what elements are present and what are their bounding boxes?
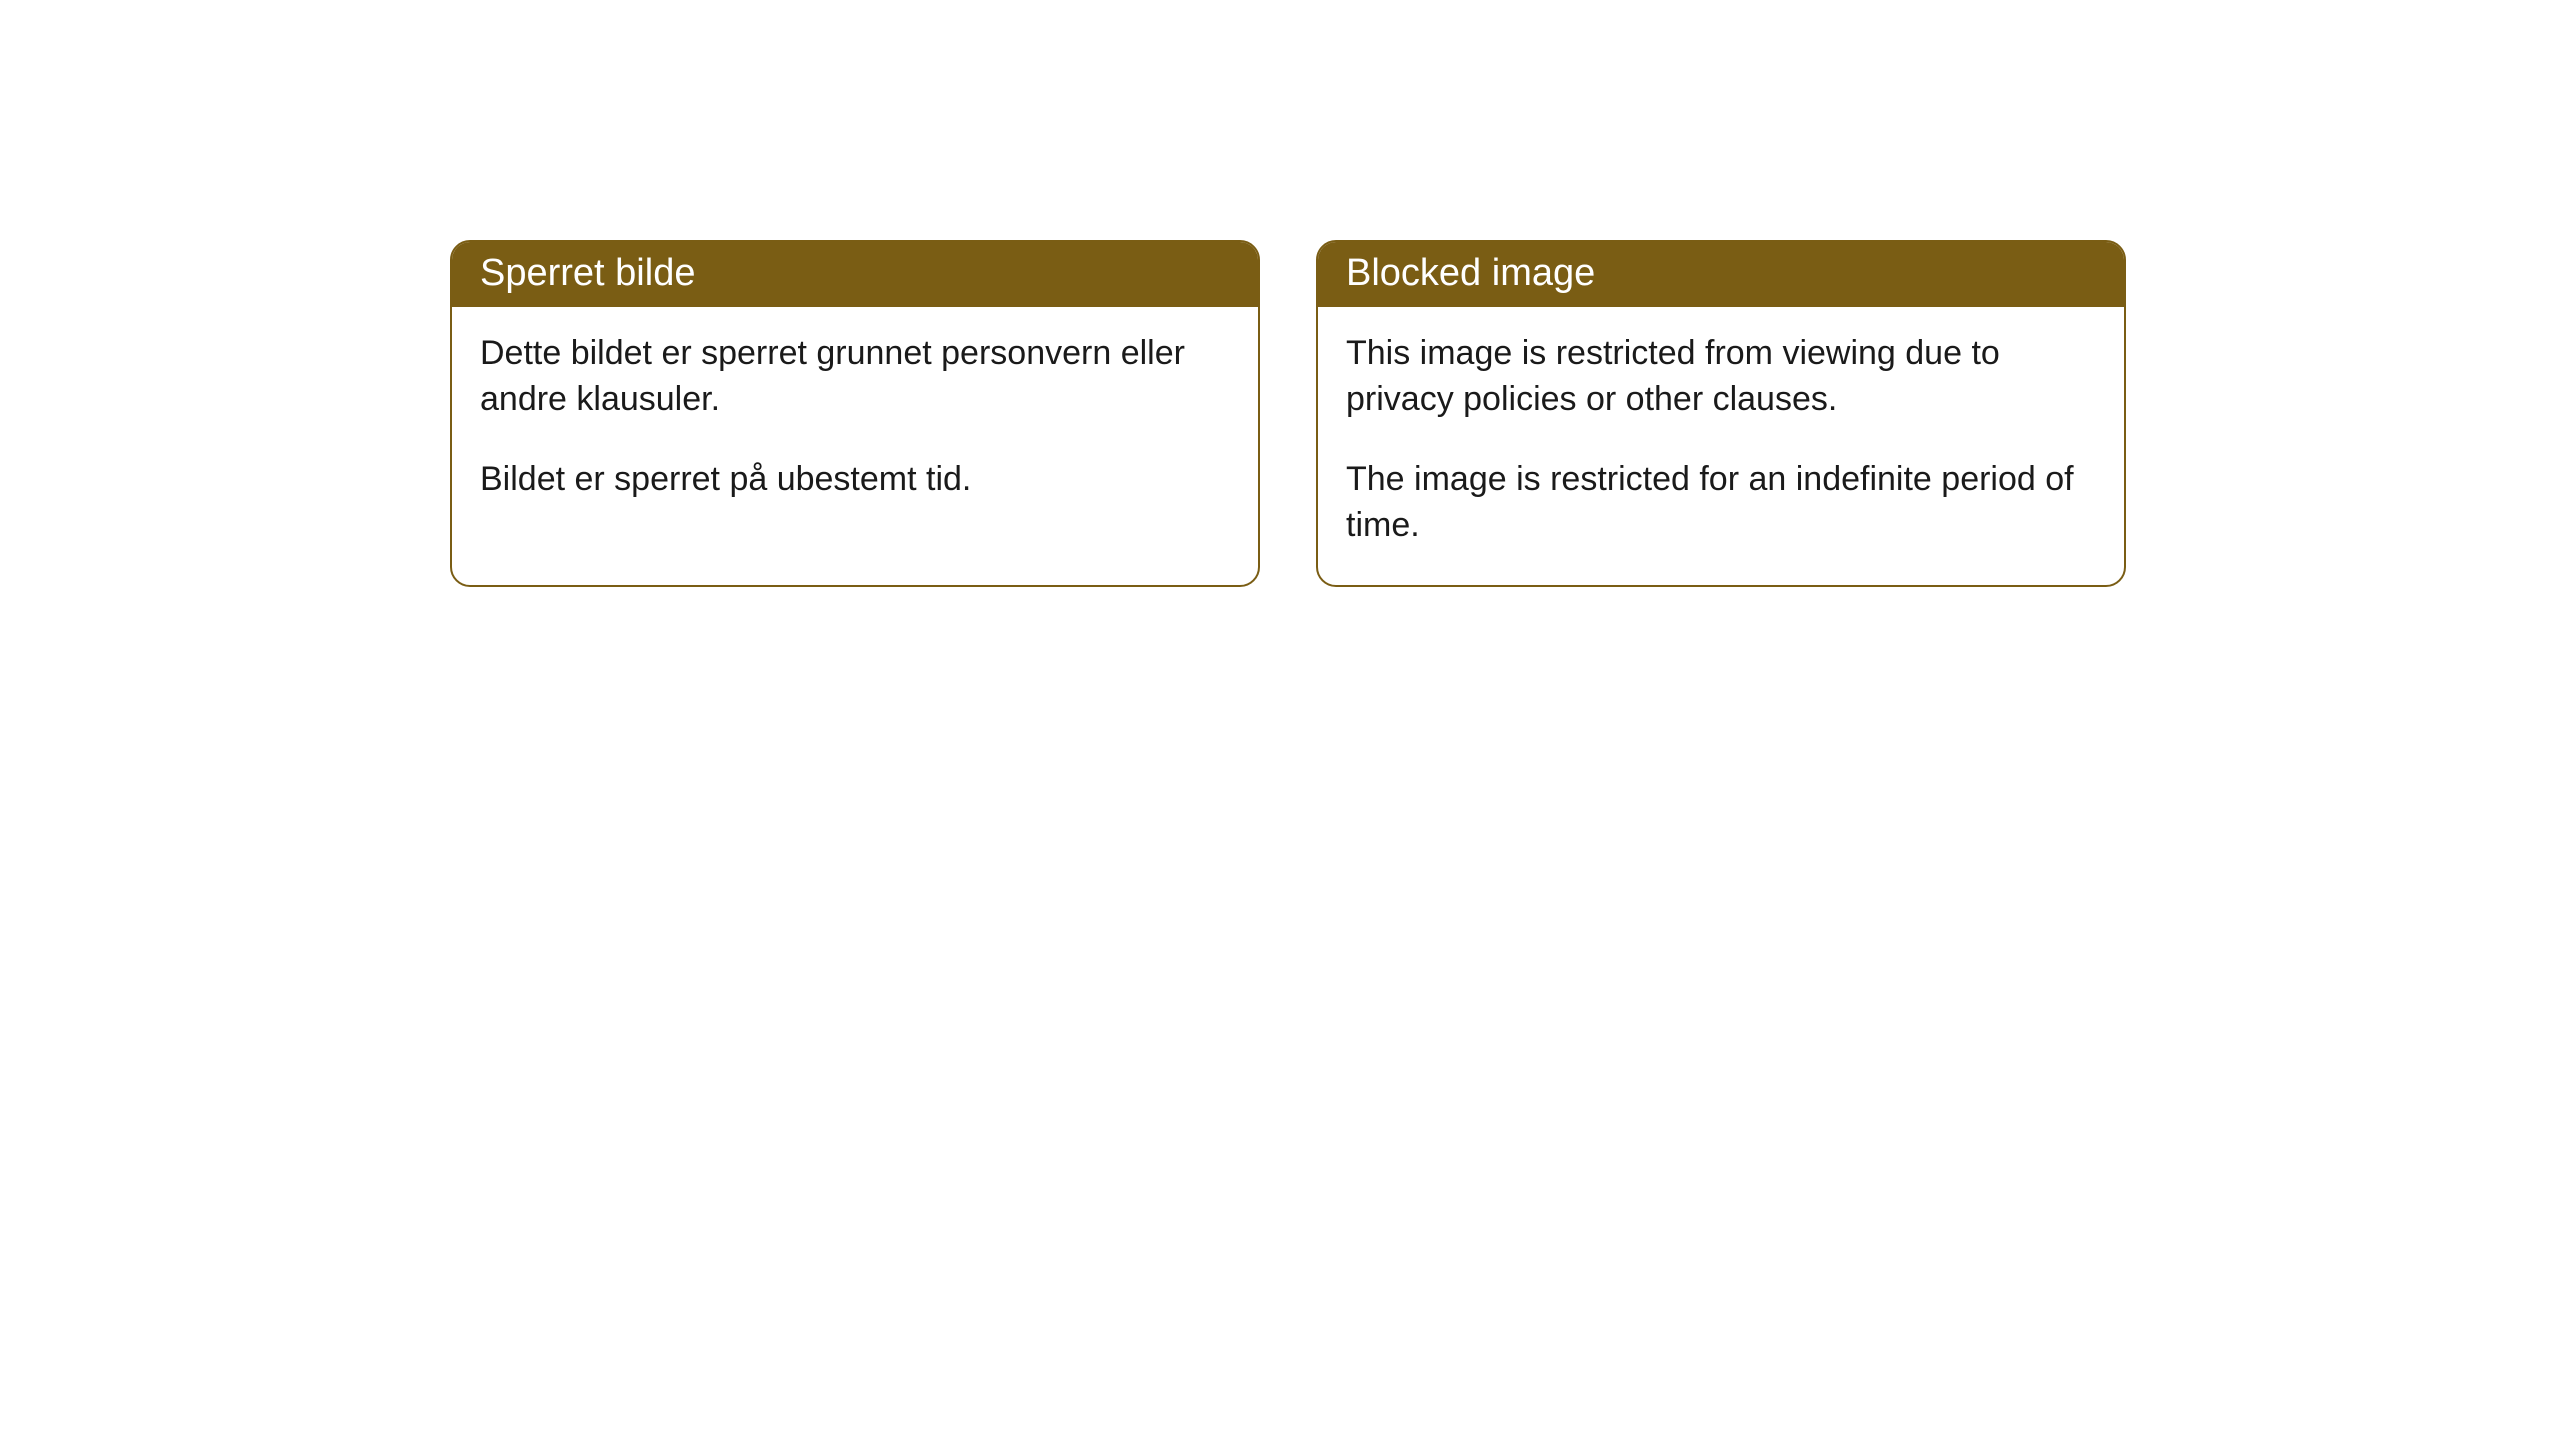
notice-card-norwegian: Sperret bilde Dette bildet er sperret gr…: [450, 240, 1260, 587]
notice-paragraph-1: Dette bildet er sperret grunnet personve…: [480, 331, 1230, 423]
notice-title: Sperret bilde: [480, 252, 695, 294]
notice-card-english: Blocked image This image is restricted f…: [1316, 240, 2126, 587]
notice-body-english: This image is restricted from viewing du…: [1318, 307, 2124, 585]
notice-container: Sperret bilde Dette bildet er sperret gr…: [0, 0, 2560, 587]
notice-body-norwegian: Dette bildet er sperret grunnet personve…: [452, 307, 1258, 539]
notice-header-norwegian: Sperret bilde: [452, 242, 1258, 307]
notice-paragraph-2: Bildet er sperret på ubestemt tid.: [480, 457, 1230, 503]
notice-paragraph-1: This image is restricted from viewing du…: [1346, 331, 2096, 423]
notice-paragraph-2: The image is restricted for an indefinit…: [1346, 457, 2096, 549]
notice-header-english: Blocked image: [1318, 242, 2124, 307]
notice-title: Blocked image: [1346, 252, 1595, 294]
